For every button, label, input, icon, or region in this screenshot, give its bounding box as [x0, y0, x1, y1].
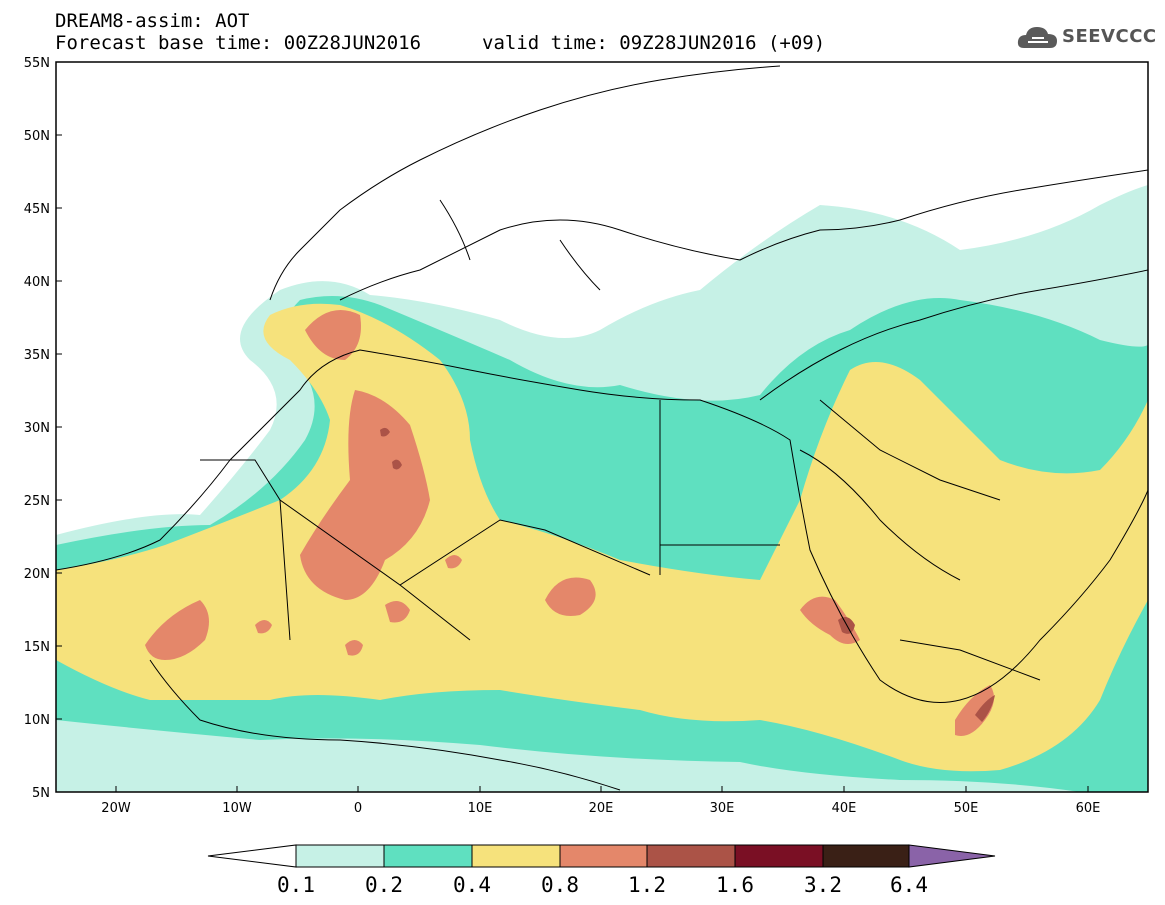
colorbar-label-0.2: 0.2	[365, 873, 403, 897]
logo-text: SEEVCCC	[1062, 26, 1157, 47]
lat-label-20n: 20N	[24, 567, 50, 582]
colorbar-segment-3	[471, 844, 561, 868]
cloud-icon	[1017, 27, 1057, 48]
colorbar-segment-7	[822, 844, 910, 868]
colorbar-label-0.8: 0.8	[541, 873, 579, 897]
aot-band-0.4	[56, 303, 1148, 772]
lon-label-40e: 40E	[832, 801, 857, 816]
lat-label-35n: 35N	[24, 348, 50, 363]
lat-label-10n: 10N	[24, 713, 50, 728]
colorbar-segment-1	[295, 844, 385, 868]
lat-label-25n: 25N	[24, 494, 50, 509]
colorbar-label-0.1: 0.1	[277, 873, 315, 897]
seevccc-logo: SEEVCCC	[1016, 22, 1156, 54]
lat-label-55n: 55N	[24, 56, 50, 71]
colorbar-segment-below	[207, 844, 297, 868]
colorbar-label-1.6: 1.6	[716, 873, 754, 897]
colorbar-segment-above	[908, 844, 996, 868]
aot-contours	[56, 185, 1148, 792]
colorbar-label-0.4: 0.4	[453, 873, 491, 897]
lat-label-30n: 30N	[24, 421, 50, 436]
forecast-base-time: Forecast base time: 00Z28JUN2016	[55, 32, 422, 54]
colorbar-segment-6	[734, 844, 824, 868]
valid-time: valid time: 09Z28JUN2016 (+09)	[482, 32, 826, 54]
colorbar-segment-2	[383, 844, 473, 868]
lon-label-30e: 30E	[710, 801, 735, 816]
colorbar: 0.1 0.2 0.4 0.8 1.2 1.6 3.2 6.4	[207, 844, 996, 897]
lon-axis: 20W 10W 0 10E 20E 30E 40E 50E 60E	[101, 801, 1100, 816]
lat-label-5n: 5N	[32, 786, 50, 801]
lon-label-10w: 10W	[222, 801, 252, 816]
lon-label-50e: 50E	[954, 801, 979, 816]
aot-band-1.2	[975, 695, 995, 722]
colorbar-segment-5	[646, 844, 736, 868]
lon-label-0: 0	[354, 801, 362, 816]
coastlines	[56, 65, 1148, 791]
lon-label-20w: 20W	[101, 801, 131, 816]
colorbar-segment-4	[559, 844, 648, 868]
lon-label-20e: 20E	[589, 801, 614, 816]
colorbar-label-1.2: 1.2	[628, 873, 666, 897]
lat-label-45n: 45N	[24, 202, 50, 217]
colorbar-label-6.4: 6.4	[890, 873, 928, 897]
lon-label-60e: 60E	[1076, 801, 1101, 816]
lat-axis: 55N 50N 45N 40N 35N 30N 25N 20N 15N 10N …	[24, 56, 50, 801]
aot-band-0.8	[300, 390, 430, 600]
lat-label-50n: 50N	[24, 129, 50, 144]
lon-label-10e: 10E	[468, 801, 493, 816]
lat-label-40n: 40N	[24, 275, 50, 290]
colorbar-label-3.2: 3.2	[804, 873, 842, 897]
map-title: DREAM8-assim: AOT	[55, 10, 250, 32]
tick-marks	[56, 134, 1089, 792]
lat-label-15n: 15N	[24, 640, 50, 655]
